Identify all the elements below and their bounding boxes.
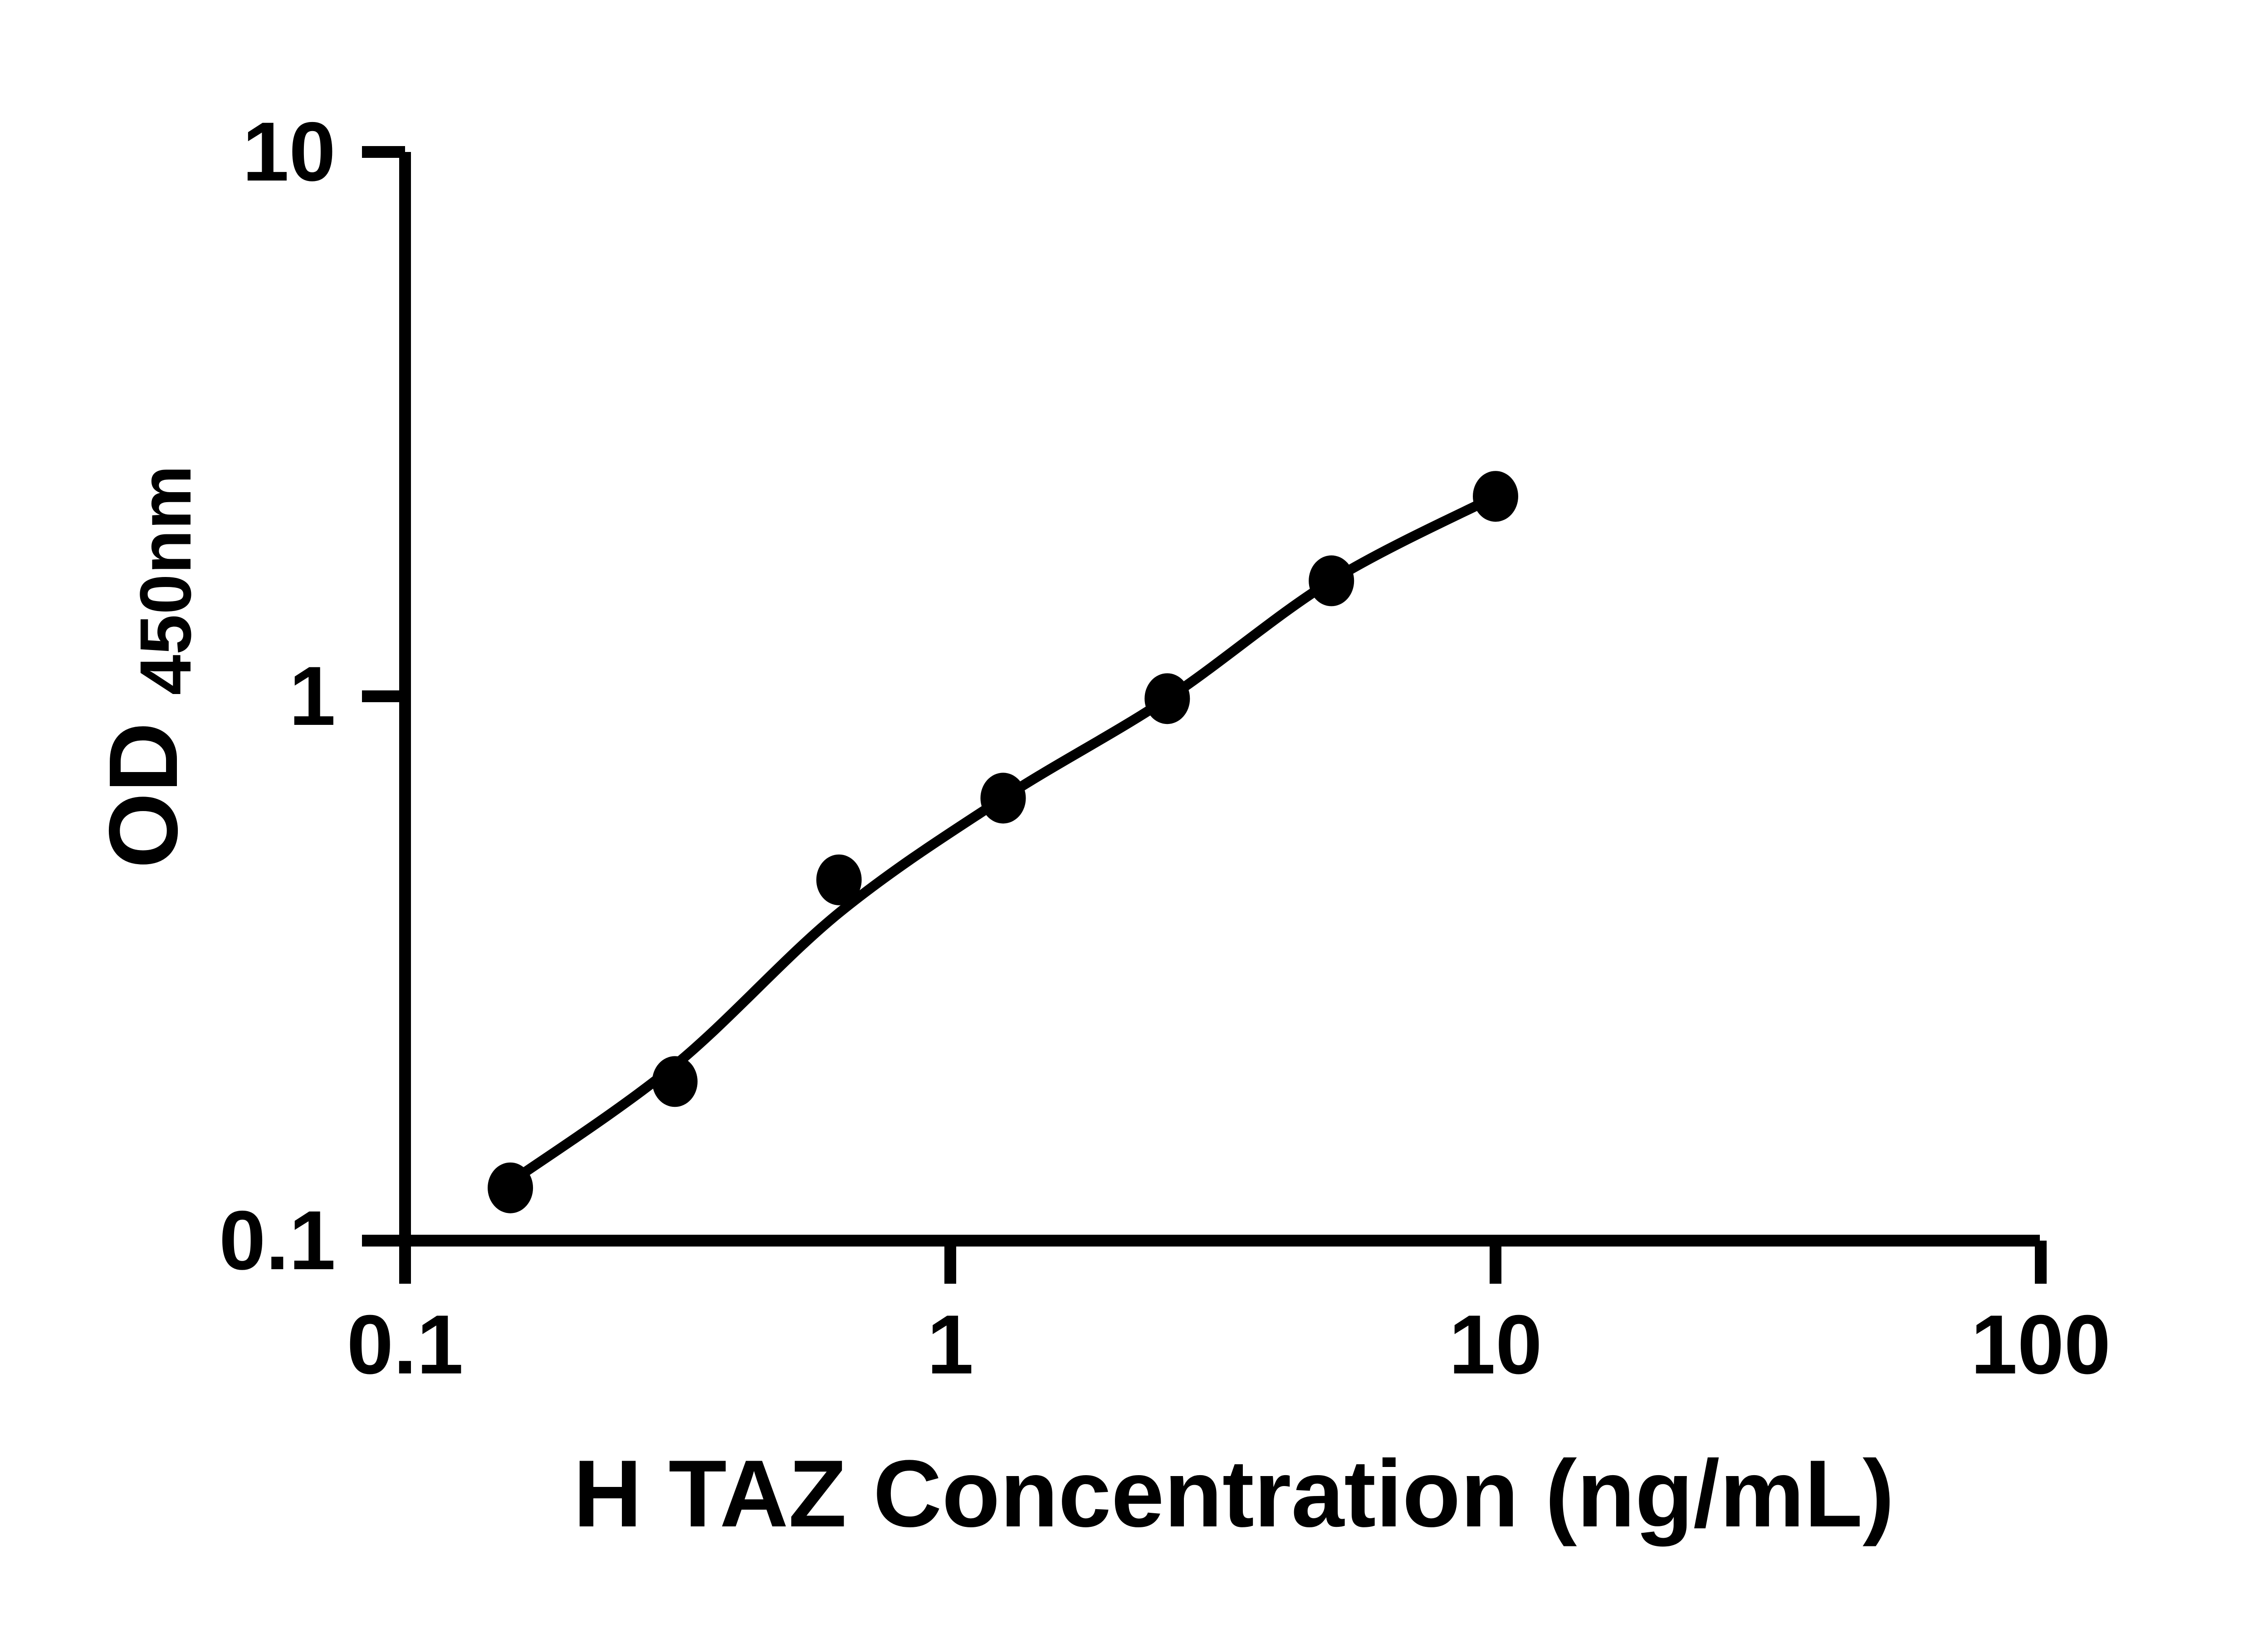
data-point (980, 772, 1026, 824)
y-tick-label: 0.1 (219, 1194, 336, 1287)
data-point (816, 854, 862, 905)
data-point (652, 1056, 698, 1107)
x-tick-label: 100 (1971, 1298, 2111, 1392)
x-tick-label: 0.1 (347, 1298, 463, 1392)
x-tick-label: 10 (1449, 1298, 1542, 1392)
plot-area (488, 471, 1518, 1213)
axis-ticks: 0.1 1 10 100 10 1 0.1 (219, 105, 2111, 1392)
y-axis-title-main: OD (88, 722, 198, 869)
y-tick-label: 1 (289, 650, 336, 743)
x-axis-title: H TAZ Concentration (ng/mL) (573, 1440, 1894, 1547)
data-point (1144, 673, 1190, 724)
data-point (488, 1162, 533, 1213)
x-tick-label: 1 (927, 1298, 974, 1392)
data-point (1473, 471, 1518, 522)
y-axis-title-sub: 450nm (125, 465, 206, 695)
y-tick-label: 10 (242, 105, 336, 199)
y-axis-title: OD 450nm (88, 465, 206, 868)
data-point (1309, 555, 1354, 606)
